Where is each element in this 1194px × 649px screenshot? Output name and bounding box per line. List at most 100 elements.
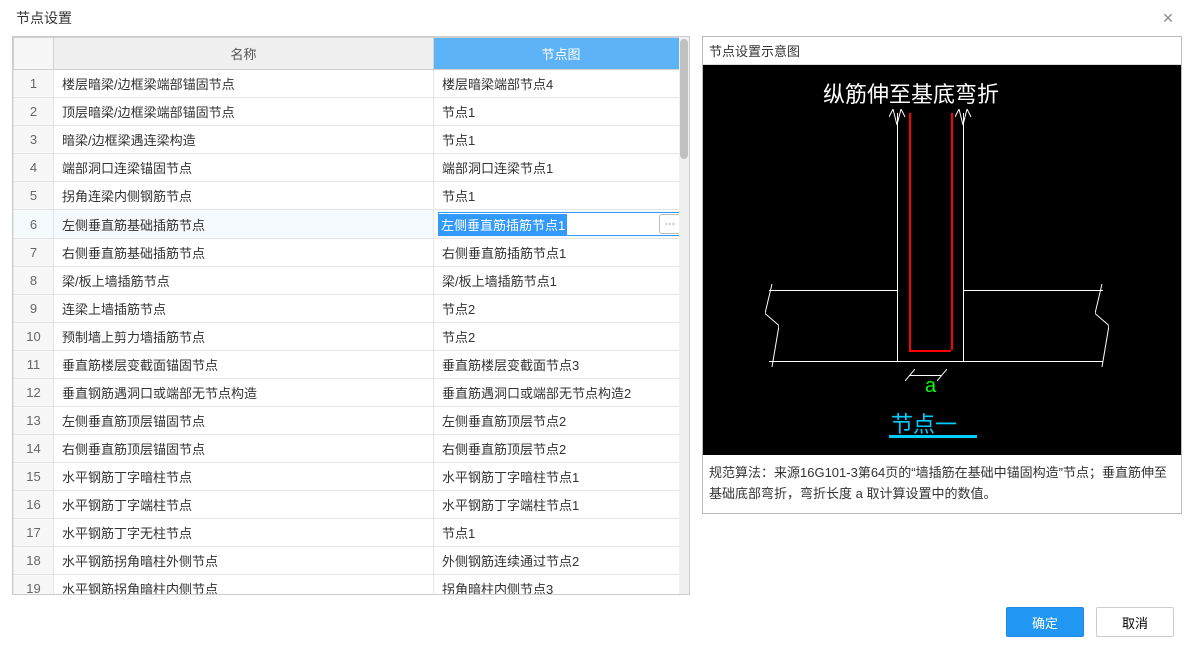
cell-name[interactable]: 右侧垂直筋基础插筋节点: [54, 239, 434, 267]
table-row[interactable]: 19水平钢筋拐角暗柱内侧节点拐角暗柱内侧节点3: [14, 575, 689, 596]
cell-value[interactable]: 右侧垂直筋顶层节点2: [434, 435, 689, 463]
cell-name[interactable]: 顶层暗梁/边框梁端部锚固节点: [54, 98, 434, 126]
val-header[interactable]: 节点图: [434, 38, 689, 70]
row-number: 1: [14, 70, 54, 98]
break-symbol-icon: [889, 109, 907, 125]
dialog-title: 节点设置: [16, 8, 72, 28]
cell-value[interactable]: 外侧钢筋连续通过节点2: [434, 547, 689, 575]
table-row[interactable]: 13左侧垂直筋顶层锚固节点左侧垂直筋顶层节点2: [14, 407, 689, 435]
dim-tick-icon: [937, 369, 947, 381]
cell-editor[interactable]: 左侧垂直筋插筋节点1 ⋯: [438, 212, 684, 236]
diagram-label-underline: [889, 435, 977, 438]
table-row[interactable]: 8梁/板上墙插筋节点梁/板上墙插筋节点1: [14, 267, 689, 295]
table-row[interactable]: 6左侧垂直筋基础插筋节点左侧垂直筋插筋节点1⋯: [14, 210, 689, 239]
cell-value[interactable]: 楼层暗梁端部节点4: [434, 70, 689, 98]
diagram-line: [769, 361, 1103, 362]
cell-value[interactable]: 节点2: [434, 295, 689, 323]
row-number: 4: [14, 154, 54, 182]
close-icon[interactable]: ×: [1158, 8, 1178, 28]
table-row[interactable]: 1楼层暗梁/边框梁端部锚固节点楼层暗梁端部节点4: [14, 70, 689, 98]
table-row[interactable]: 10预制墙上剪力墙插筋节点节点2: [14, 323, 689, 351]
row-number: 3: [14, 126, 54, 154]
preview-box: 节点设置示意图 纵筋伸至基底弯折a节点一 规范算法：来源16G101-3第64页…: [702, 36, 1182, 514]
diagram-rebar: [909, 113, 911, 350]
cell-name[interactable]: 预制墙上剪力墙插筋节点: [54, 323, 434, 351]
row-number: 5: [14, 182, 54, 210]
preview-description: 规范算法：来源16G101-3第64页的“墙插筋在基础中锚固构造”节点；垂直筋伸…: [703, 455, 1181, 513]
row-number: 16: [14, 491, 54, 519]
row-number: 17: [14, 519, 54, 547]
cell-value[interactable]: 梁/板上墙插筋节点1: [434, 267, 689, 295]
preview-title: 节点设置示意图: [703, 37, 1181, 65]
cell-value[interactable]: 端部洞口连梁节点1: [434, 154, 689, 182]
row-number: 14: [14, 435, 54, 463]
cell-value[interactable]: 水平钢筋丁字端柱节点1: [434, 491, 689, 519]
row-number: 15: [14, 463, 54, 491]
table-row[interactable]: 5拐角连梁内侧钢筋节点节点1: [14, 182, 689, 210]
cell-value[interactable]: 节点1: [434, 182, 689, 210]
cell-value[interactable]: 垂直筋楼层变截面节点3: [434, 351, 689, 379]
cell-name[interactable]: 暗梁/边框梁遇连梁构造: [54, 126, 434, 154]
table-row[interactable]: 16水平钢筋丁字端柱节点水平钢筋丁字端柱节点1: [14, 491, 689, 519]
cell-name[interactable]: 水平钢筋拐角暗柱内侧节点: [54, 575, 434, 596]
cell-value[interactable]: 拐角暗柱内侧节点3: [434, 575, 689, 596]
diagram-line: [963, 290, 1103, 291]
diagram-top-text: 纵筋伸至基底弯折: [823, 77, 999, 109]
cell-name[interactable]: 垂直筋楼层变截面锚固节点: [54, 351, 434, 379]
cancel-button[interactable]: 取消: [1096, 607, 1174, 637]
dialog-footer: 确定 取消: [0, 595, 1194, 649]
table-row[interactable]: 17水平钢筋丁字无柱节点节点1: [14, 519, 689, 547]
table-row[interactable]: 14右侧垂直筋顶层锚固节点右侧垂直筋顶层节点2: [14, 435, 689, 463]
dim-tick-icon: [905, 369, 915, 381]
cell-value[interactable]: 垂直筋遇洞口或端部无节点构造2: [434, 379, 689, 407]
table-scroll[interactable]: 名称 节点图 1楼层暗梁/边框梁端部锚固节点楼层暗梁端部节点42顶层暗梁/边框梁…: [12, 36, 690, 595]
cell-name[interactable]: 拐角连梁内侧钢筋节点: [54, 182, 434, 210]
table-row[interactable]: 12垂直钢筋遇洞口或端部无节点构造垂直筋遇洞口或端部无节点构造2: [14, 379, 689, 407]
cell-name[interactable]: 垂直钢筋遇洞口或端部无节点构造: [54, 379, 434, 407]
vertical-scrollbar[interactable]: [679, 37, 689, 594]
cell-name[interactable]: 左侧垂直筋基础插筋节点: [54, 210, 434, 239]
table-row[interactable]: 15水平钢筋丁字暗柱节点水平钢筋丁字暗柱节点1: [14, 463, 689, 491]
cell-name[interactable]: 水平钢筋丁字暗柱节点: [54, 463, 434, 491]
node-settings-dialog: 节点设置 × 名称 节点图 1楼层暗梁/边框梁端部锚固节点楼层暗梁端部节点42顶…: [0, 0, 1194, 649]
diagram-rebar: [951, 113, 953, 350]
cell-name[interactable]: 端部洞口连梁锚固节点: [54, 154, 434, 182]
table-row[interactable]: 11垂直筋楼层变截面锚固节点垂直筋楼层变截面节点3: [14, 351, 689, 379]
cell-name[interactable]: 水平钢筋丁字端柱节点: [54, 491, 434, 519]
table-row[interactable]: 4端部洞口连梁锚固节点端部洞口连梁节点1: [14, 154, 689, 182]
table-row[interactable]: 3暗梁/边框梁遇连梁构造节点1: [14, 126, 689, 154]
row-number: 7: [14, 239, 54, 267]
scrollbar-thumb[interactable]: [680, 39, 688, 159]
row-num-header: [14, 38, 54, 70]
table-row[interactable]: 9连梁上墙插筋节点节点2: [14, 295, 689, 323]
row-number: 13: [14, 407, 54, 435]
editor-text: 左侧垂直筋插筋节点1: [439, 214, 567, 235]
table-row[interactable]: 7右侧垂直筋基础插筋节点右侧垂直筋插筋节点1: [14, 239, 689, 267]
cell-value[interactable]: 水平钢筋丁字暗柱节点1: [434, 463, 689, 491]
cell-value[interactable]: 右侧垂直筋插筋节点1: [434, 239, 689, 267]
cell-value[interactable]: 左侧垂直筋顶层节点2: [434, 407, 689, 435]
cell-name[interactable]: 楼层暗梁/边框梁端部锚固节点: [54, 70, 434, 98]
row-number: 19: [14, 575, 54, 596]
cell-value[interactable]: 节点2: [434, 323, 689, 351]
cell-value[interactable]: 节点1: [434, 126, 689, 154]
name-header[interactable]: 名称: [54, 38, 434, 70]
cell-name[interactable]: 梁/板上墙插筋节点: [54, 267, 434, 295]
cell-name[interactable]: 水平钢筋丁字无柱节点: [54, 519, 434, 547]
diagram-line: [897, 290, 898, 361]
cell-value[interactable]: 左侧垂直筋插筋节点1 ⋯: [434, 210, 689, 239]
cell-name[interactable]: 右侧垂直筋顶层锚固节点: [54, 435, 434, 463]
cell-name[interactable]: 水平钢筋拐角暗柱外侧节点: [54, 547, 434, 575]
ok-button[interactable]: 确定: [1006, 607, 1084, 637]
table-row[interactable]: 2顶层暗梁/边框梁端部锚固节点节点1: [14, 98, 689, 126]
table-row[interactable]: 18水平钢筋拐角暗柱外侧节点外侧钢筋连续通过节点2: [14, 547, 689, 575]
ellipsis-icon[interactable]: ⋯: [659, 214, 681, 234]
cell-value[interactable]: 节点1: [434, 98, 689, 126]
table-panel: 名称 节点图 1楼层暗梁/边框梁端部锚固节点楼层暗梁端部节点42顶层暗梁/边框梁…: [12, 36, 690, 595]
cell-name[interactable]: 连梁上墙插筋节点: [54, 295, 434, 323]
break-symbol-icon: [765, 284, 779, 367]
cell-name[interactable]: 左侧垂直筋顶层锚固节点: [54, 407, 434, 435]
cell-value[interactable]: 节点1: [434, 519, 689, 547]
row-number: 10: [14, 323, 54, 351]
break-symbol-icon: [955, 109, 973, 125]
